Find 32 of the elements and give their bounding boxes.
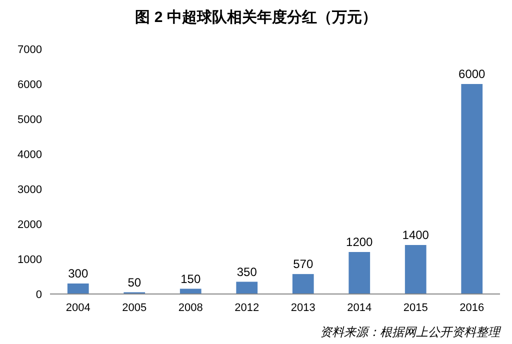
x-tick-label: 2008: [178, 302, 203, 314]
x-tick-label: 2012: [234, 302, 260, 314]
x-tick-label: 2015: [403, 302, 428, 314]
bar: [236, 282, 258, 294]
data-label: 300: [68, 266, 88, 280]
bar: [292, 274, 314, 294]
y-tick-label: 5000: [18, 114, 42, 126]
x-tick-label: 2013: [290, 302, 316, 314]
data-label: 350: [236, 264, 258, 279]
y-tick-label: 6000: [18, 79, 42, 91]
y-tick-label: 3000: [18, 184, 42, 196]
y-tick-label: 1000: [18, 254, 42, 266]
text: 资料来源：根据网上公开资料整理: [320, 325, 502, 339]
bar: [67, 284, 89, 294]
y-tick-label: 0: [36, 289, 42, 301]
x-tick-label: 2005: [122, 302, 147, 314]
data-label: 1200: [346, 235, 374, 249]
data-label: 150: [180, 272, 201, 286]
data-label: 570: [293, 257, 314, 272]
bar: [348, 252, 370, 294]
x-tick-label: 2004: [66, 302, 90, 314]
y-tick-label: 2000: [18, 219, 42, 231]
chart-title: 图 2 中超球队相关年度分红（万元）: [135, 8, 377, 26]
y-tick-label: 7000: [18, 44, 42, 56]
data-label: 1400: [402, 228, 430, 242]
x-tick-label: 2014: [347, 302, 372, 314]
bar: [404, 245, 426, 294]
x-tick-label: 2016: [460, 302, 484, 314]
y-tick-label: 4000: [18, 149, 42, 161]
data-label: 6000: [458, 67, 486, 81]
bar: [461, 84, 483, 294]
data-label: 50: [128, 275, 142, 290]
